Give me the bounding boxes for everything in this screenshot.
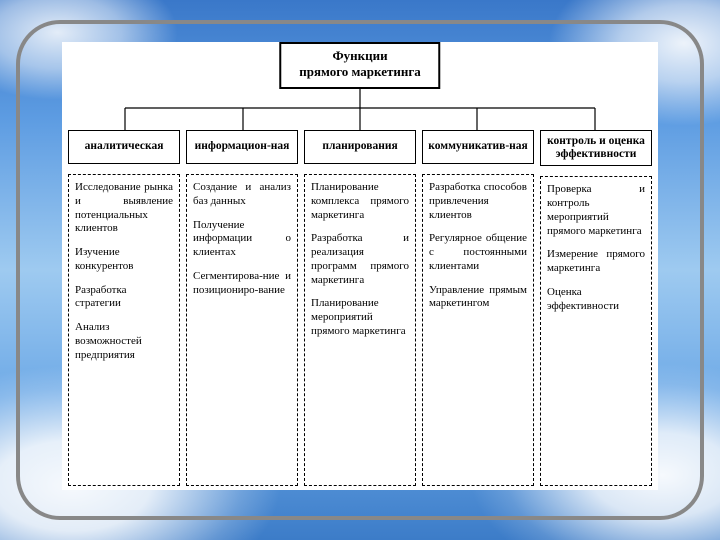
column-informational: информацион-ная Создание и анализ баз да… bbox=[186, 130, 298, 486]
list-item: Анализ возможностей предприятия bbox=[75, 321, 173, 362]
list-item: Изучение конкурентов bbox=[75, 246, 173, 274]
list-item: Планирование мероприятий прямого маркети… bbox=[311, 297, 409, 338]
column-header: информацион-ная bbox=[186, 130, 298, 164]
list-item: Оценка эффективности bbox=[547, 286, 645, 314]
title-line-1: Функции bbox=[299, 48, 420, 64]
column-analytical: аналитическая Исследование рынка и выявл… bbox=[68, 130, 180, 486]
columns-row: аналитическая Исследование рынка и выявл… bbox=[68, 130, 652, 486]
column-header: коммуникатив-ная bbox=[422, 130, 534, 164]
list-item: Планирование комплекса прямого маркетинг… bbox=[311, 181, 409, 222]
column-body: Исследование рынка и выявление потенциал… bbox=[68, 174, 180, 486]
diagram-title: Функции прямого маркетинга bbox=[279, 42, 440, 89]
column-control: контроль и оценка эффективности Проверка… bbox=[540, 130, 652, 486]
column-planning: планирования Планирование комплекса прям… bbox=[304, 130, 416, 486]
list-item: Получение информации о клиентах bbox=[193, 219, 291, 260]
column-header: аналитическая bbox=[68, 130, 180, 164]
list-item: Управление прямым маркетингом bbox=[429, 284, 527, 312]
column-body: Разработка способов привлечения клиентов… bbox=[422, 174, 534, 486]
column-body: Планирование комплекса прямого маркетинг… bbox=[304, 174, 416, 486]
list-item: Проверка и контроль мероприятий прямого … bbox=[547, 183, 645, 238]
column-body: Проверка и контроль мероприятий прямого … bbox=[540, 176, 652, 486]
list-item: Создание и анализ баз данных bbox=[193, 181, 291, 209]
column-body: Создание и анализ баз данных Получение и… bbox=[186, 174, 298, 486]
list-item: Разработка стратегии bbox=[75, 284, 173, 312]
column-communicative: коммуникатив-ная Разработка способов при… bbox=[422, 130, 534, 486]
list-item: Регулярное общение с постоянными клиента… bbox=[429, 232, 527, 273]
list-item: Измерение прямого маркетинга bbox=[547, 248, 645, 276]
list-item: Разработка и реализация программ прямого… bbox=[311, 232, 409, 287]
list-item: Разработка способов привлечения клиентов bbox=[429, 181, 527, 222]
list-item: Сегментирова-ние и позициониро-вание bbox=[193, 270, 291, 298]
column-header: планирования bbox=[304, 130, 416, 164]
list-item: Исследование рынка и выявление потенциал… bbox=[75, 181, 173, 236]
diagram-panel: Функции прямого маркетинга аналитическая… bbox=[62, 42, 658, 490]
column-header: контроль и оценка эффективности bbox=[540, 130, 652, 166]
title-line-2: прямого маркетинга bbox=[299, 64, 420, 80]
